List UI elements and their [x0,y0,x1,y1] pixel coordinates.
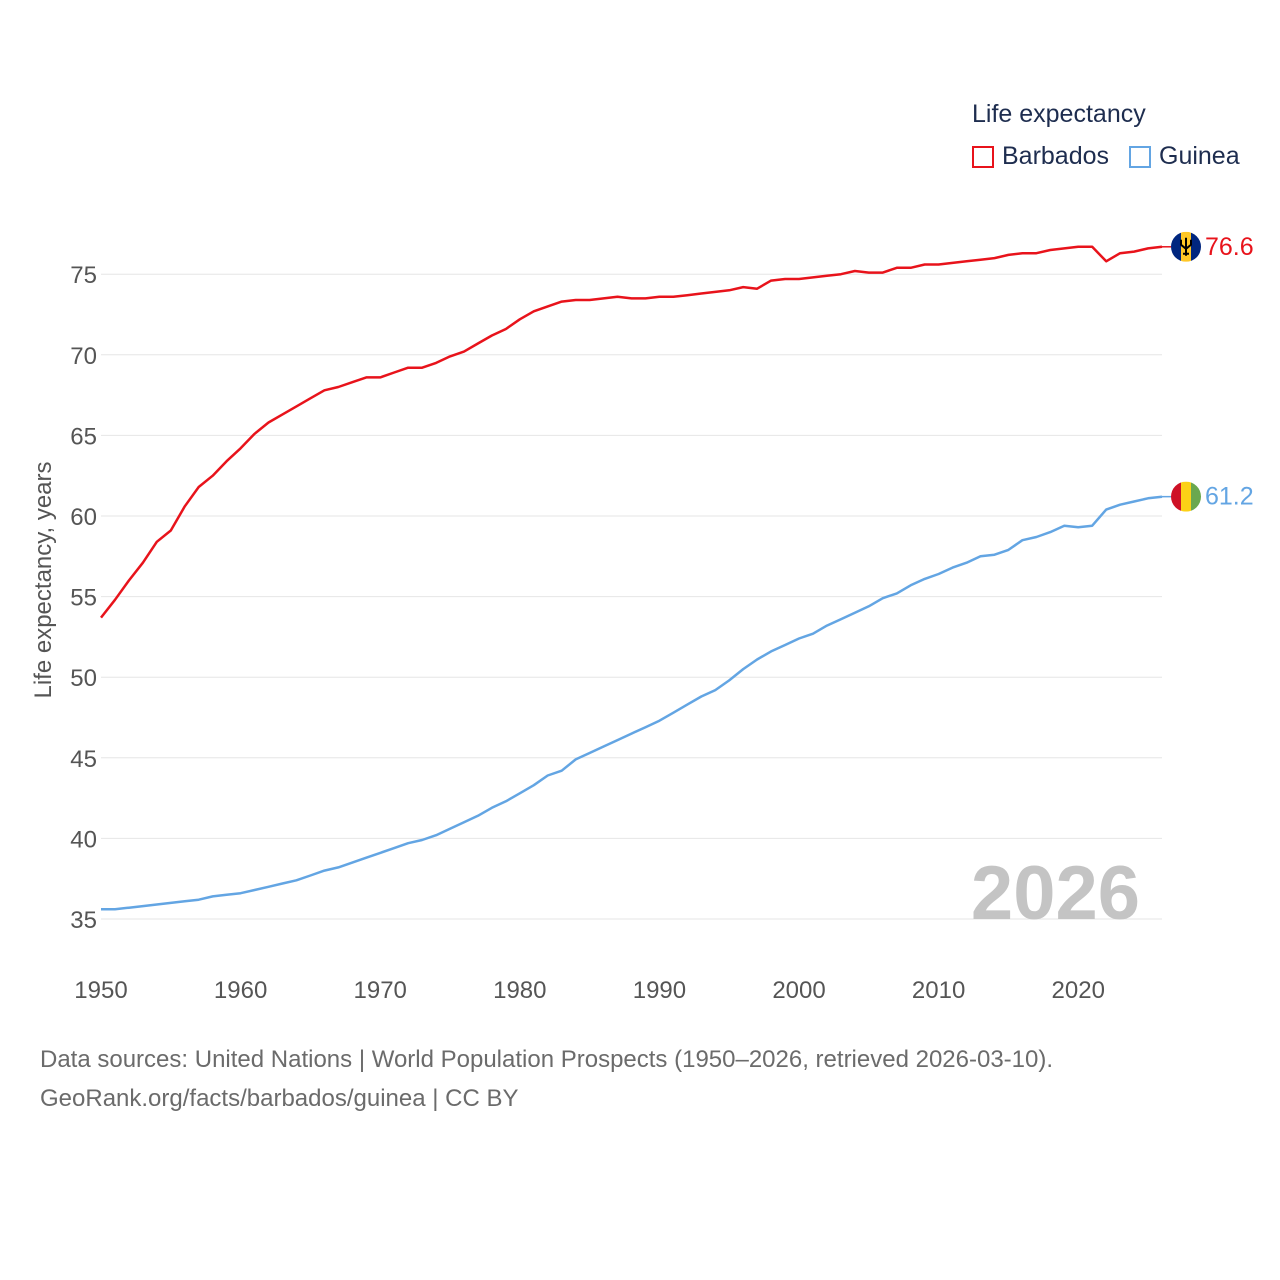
series-line-barbados[interactable] [100,245,1163,619]
source-line-1: Data sources: United Nations | World Pop… [40,1046,1054,1073]
x-tick-label: 2000 [772,977,825,1004]
y-axis-title: Life expectancy, years [30,461,57,698]
source-line-2[interactable]: GeoRank.org/facts/barbados/guinea | CC B… [40,1085,519,1112]
legend-label-guinea: Guinea [1159,142,1240,170]
legend-item-guinea[interactable]: Guinea [1129,142,1240,171]
guinea-end-value: 61.2 [1205,483,1254,511]
y-tick-label: 45 [70,746,97,773]
legend-swatch-guinea [1129,145,1151,168]
grid-lines [101,273,1162,920]
guinea-flag-icon [1171,481,1201,512]
x-tick-label: 1970 [354,977,407,1004]
legend-label-barbados: Barbados [1002,142,1110,170]
y-tick-label: 75 [70,262,97,289]
legend-swatch-barbados [972,145,994,168]
series-line-guinea[interactable] [101,495,1163,911]
barbados-end-value: 76.6 [1205,233,1254,261]
current-year-label: 2026 [970,851,1140,936]
y-axis-ticks: 35 40 45 50 55 60 65 70 75 [70,262,97,934]
legend-item-barbados[interactable]: Barbados [972,142,1109,171]
y-tick-label: 65 [70,423,97,450]
x-tick-label: 1990 [633,977,686,1004]
series-lines [100,245,1171,911]
y-tick-label: 70 [70,343,97,370]
legend-title: Life expectancy [972,100,1146,128]
barbados-flag-icon [1171,231,1201,262]
x-axis-ticks: 1950 1960 1970 1980 1990 2000 2010 2020 [74,977,1105,1004]
x-tick-label: 1980 [493,977,546,1004]
x-tick-label: 2020 [1052,977,1105,1004]
y-tick-label: 50 [70,665,97,692]
y-tick-label: 35 [70,907,97,934]
x-tick-label: 1950 [74,977,127,1004]
y-tick-label: 55 [70,585,97,612]
y-tick-label: 40 [70,826,97,853]
x-tick-label: 2010 [912,977,965,1004]
y-tick-label: 60 [70,504,97,531]
x-tick-label: 1960 [214,977,267,1004]
